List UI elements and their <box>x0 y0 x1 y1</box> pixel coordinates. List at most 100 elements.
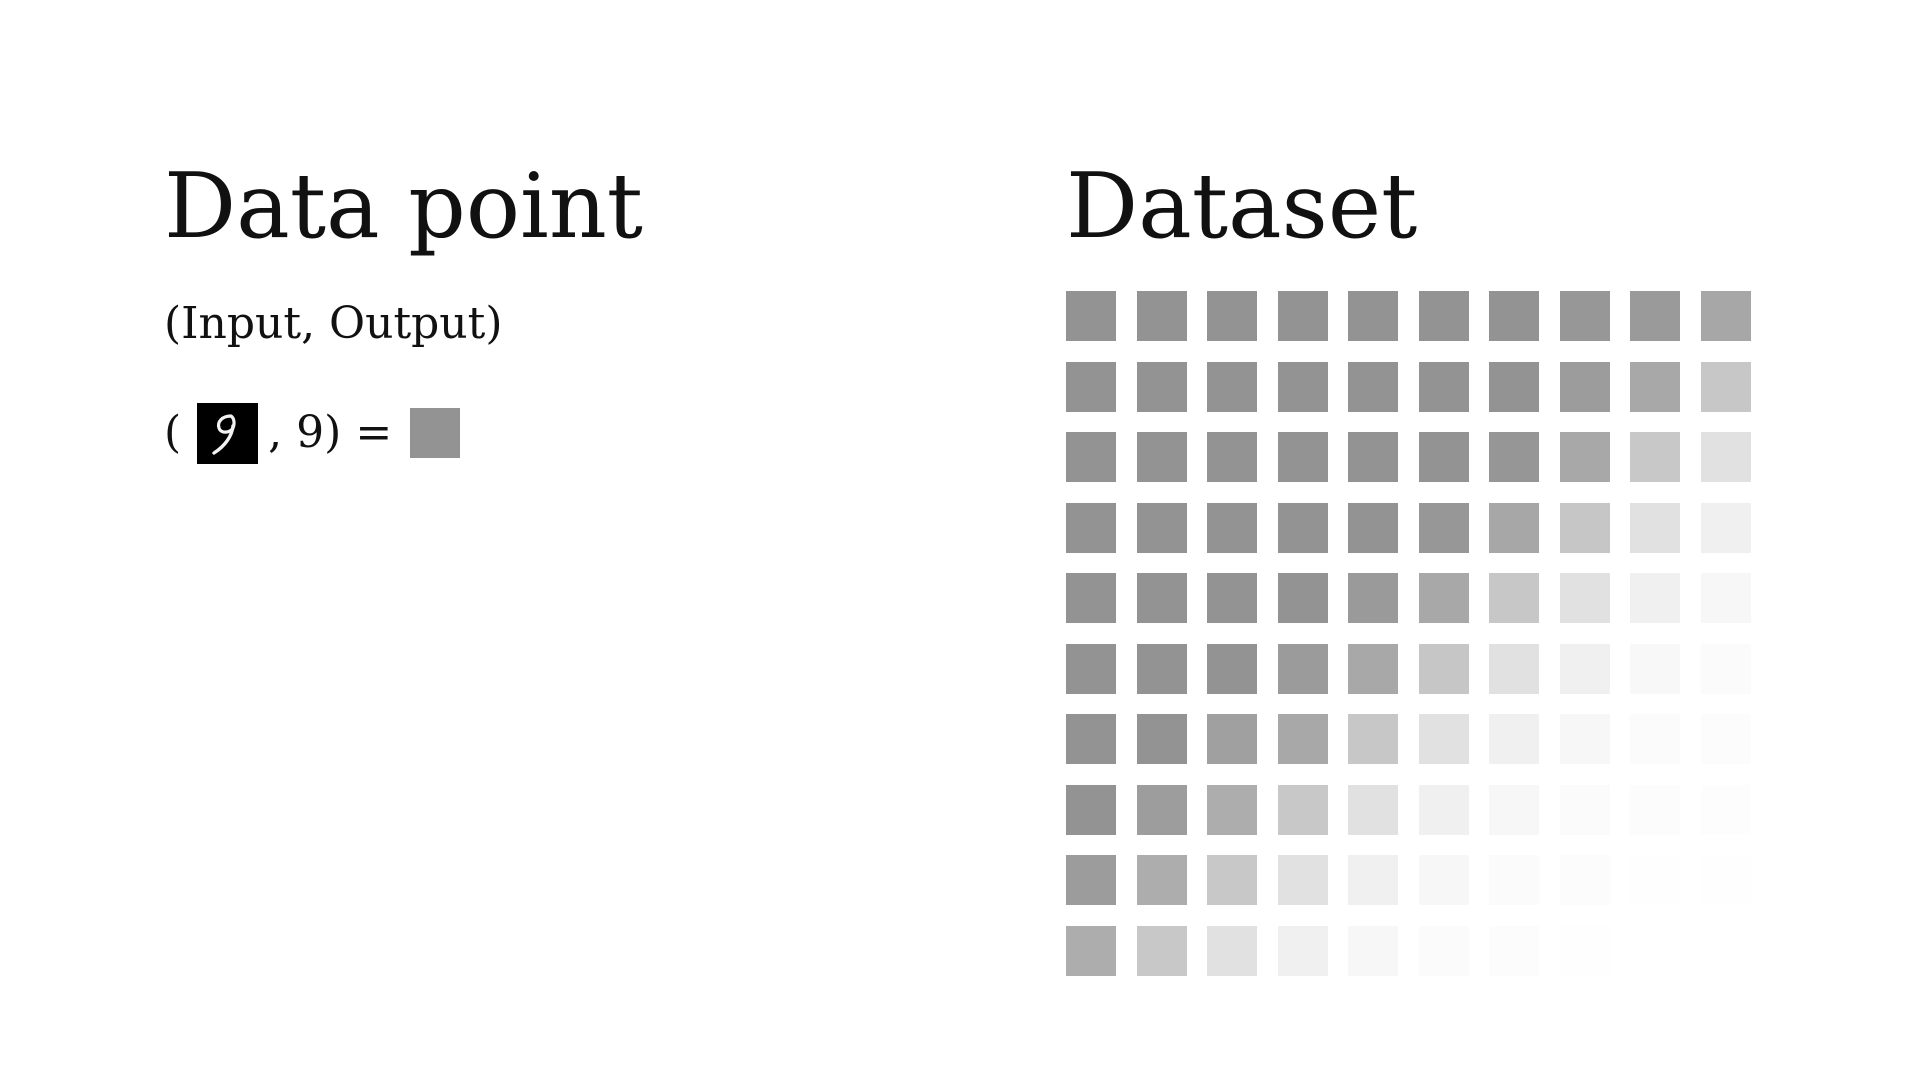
dataset-cell <box>1207 714 1257 764</box>
dataset-cell <box>1630 926 1680 976</box>
dataset-cell <box>1348 926 1398 976</box>
dataset-cell <box>1489 926 1539 976</box>
dataset-cell <box>1701 291 1751 341</box>
dataset-cell <box>1489 291 1539 341</box>
dataset-cell <box>1278 926 1328 976</box>
dataset-cell <box>1348 573 1398 623</box>
dataset-cell <box>1348 291 1398 341</box>
dataset-cell <box>1066 714 1116 764</box>
dataset-cell <box>1278 291 1328 341</box>
dataset-cell <box>1207 855 1257 905</box>
dataset-cell <box>1137 644 1187 694</box>
dataset-cell <box>1066 362 1116 412</box>
dataset-cell <box>1419 503 1469 553</box>
dataset-cell <box>1137 855 1187 905</box>
dataset-cell <box>1560 291 1610 341</box>
dataset-cell <box>1630 785 1680 835</box>
dataset-cell <box>1348 855 1398 905</box>
dataset-cell <box>1419 291 1469 341</box>
dataset-cell <box>1278 432 1328 482</box>
dataset-cell <box>1137 291 1187 341</box>
dataset-cell <box>1701 644 1751 694</box>
input-output-caption: (Input, Output) <box>164 298 503 349</box>
dataset-cell <box>1560 714 1610 764</box>
dataset-cell <box>1348 432 1398 482</box>
dataset-cell <box>1137 926 1187 976</box>
dataset-cell <box>1419 362 1469 412</box>
output-color-swatch <box>410 408 461 458</box>
dataset-cell <box>1630 855 1680 905</box>
dataset-cell <box>1560 573 1610 623</box>
dataset-cell <box>1560 785 1610 835</box>
dataset-cell <box>1560 362 1610 412</box>
dataset-cell <box>1630 573 1680 623</box>
dataset-cell <box>1207 573 1257 623</box>
dataset-cell <box>1701 785 1751 835</box>
dataset-cell <box>1278 573 1328 623</box>
dataset-cell <box>1560 926 1610 976</box>
dataset-cell <box>1348 503 1398 553</box>
dataset-cell <box>1278 503 1328 553</box>
dataset-cell <box>1278 644 1328 694</box>
dataset-cell <box>1137 362 1187 412</box>
dataset-cell <box>1701 855 1751 905</box>
dataset-cell <box>1701 714 1751 764</box>
dataset-cell <box>1630 503 1680 553</box>
dataset-cell <box>1278 855 1328 905</box>
dataset-cell <box>1348 362 1398 412</box>
dataset-cell <box>1489 362 1539 412</box>
dataset-cell <box>1207 432 1257 482</box>
data-point-title: Data point <box>164 154 643 259</box>
dataset-cell <box>1630 362 1680 412</box>
close-paren: ) <box>324 407 342 458</box>
digit-nine-image <box>197 402 259 464</box>
dataset-cell <box>1489 503 1539 553</box>
dataset-cell <box>1207 785 1257 835</box>
dataset-cell <box>1630 644 1680 694</box>
dataset-cell <box>1419 644 1469 694</box>
dataset-cell <box>1630 432 1680 482</box>
dataset-cell <box>1419 785 1469 835</box>
comma-separator: , <box>268 407 283 458</box>
dataset-cell <box>1348 644 1398 694</box>
dataset-cell <box>1489 644 1539 694</box>
dataset-cell <box>1207 362 1257 412</box>
dataset-cell <box>1066 503 1116 553</box>
dataset-cell <box>1630 291 1680 341</box>
dataset-cell <box>1137 714 1187 764</box>
dataset-cell <box>1419 432 1469 482</box>
dataset-cell <box>1701 362 1751 412</box>
dataset-cell <box>1137 573 1187 623</box>
dataset-cell <box>1701 926 1751 976</box>
dataset-cell <box>1560 432 1610 482</box>
dataset-cell <box>1419 926 1469 976</box>
dataset-cell <box>1348 785 1398 835</box>
data-point-equation: ( , 9 ) = <box>164 402 461 464</box>
dataset-cell <box>1066 785 1116 835</box>
dataset-cell <box>1489 432 1539 482</box>
dataset-cell <box>1066 432 1116 482</box>
dataset-cell <box>1066 573 1116 623</box>
dataset-cell <box>1207 926 1257 976</box>
dataset-title: Dataset <box>1066 154 1418 259</box>
dataset-cell <box>1419 714 1469 764</box>
dataset-cell <box>1560 503 1610 553</box>
dataset-cell <box>1278 714 1328 764</box>
dataset-cell <box>1419 855 1469 905</box>
dataset-cell <box>1137 432 1187 482</box>
dataset-cell <box>1701 573 1751 623</box>
dataset-cell <box>1489 714 1539 764</box>
dataset-cell <box>1489 573 1539 623</box>
dataset-cell <box>1137 503 1187 553</box>
dataset-cell <box>1278 362 1328 412</box>
label-value: 9 <box>296 407 325 458</box>
dataset-cell <box>1419 573 1469 623</box>
open-paren: ( <box>164 407 182 458</box>
dataset-cell <box>1489 785 1539 835</box>
dataset-cell <box>1207 503 1257 553</box>
dataset-cell <box>1348 714 1398 764</box>
dataset-grid <box>1066 291 1751 976</box>
dataset-cell <box>1701 503 1751 553</box>
dataset-cell <box>1066 644 1116 694</box>
dataset-cell <box>1066 855 1116 905</box>
